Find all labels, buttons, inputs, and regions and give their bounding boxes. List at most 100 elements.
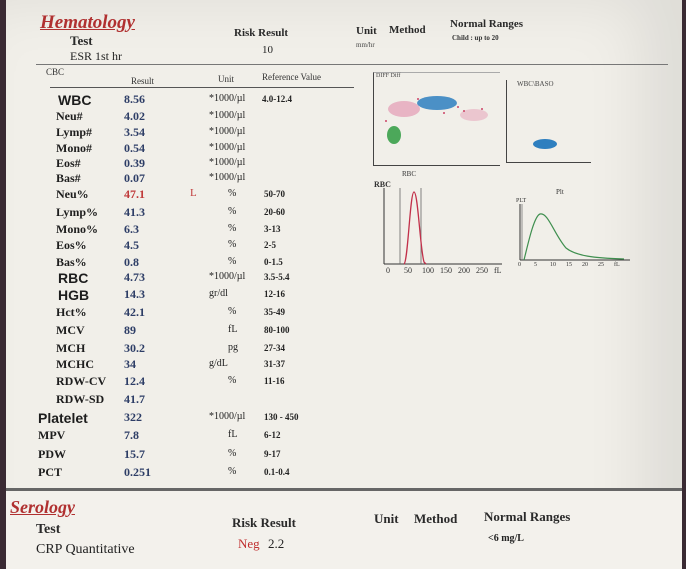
- cbc-row-result: 7.8: [124, 428, 139, 442]
- cbc-row-reference: 11-16: [264, 376, 285, 386]
- cbc-row-result: 0.07: [124, 171, 145, 185]
- cbc-row-result: 322: [124, 410, 142, 424]
- risk-result-header: Risk Result: [234, 27, 289, 39]
- cbc-row-reference: 130 - 450: [264, 412, 299, 422]
- cbc-row-reference: 27-34: [264, 343, 285, 353]
- serology-section: Serology Test CRP Quantitative Risk Resu…: [6, 488, 682, 569]
- plt-graph-title: Plt: [556, 188, 564, 196]
- cbc-row-result: 41.3: [124, 205, 145, 219]
- axis-tick-label: fL: [614, 262, 620, 268]
- cbc-row-result: 6.3: [124, 222, 139, 236]
- test-header: Test: [70, 33, 93, 48]
- serology-risk-header: Risk Result: [232, 515, 296, 530]
- cbc-row-result: 12.4: [124, 374, 145, 388]
- diff-eos-points: [385, 98, 483, 122]
- rbc-graph-side-label: RBC: [374, 180, 391, 189]
- hematology-title: Hematology: [40, 12, 135, 33]
- cbc-row-result: 15.7: [124, 447, 145, 461]
- axis-tick-label: 100: [422, 266, 434, 275]
- cbc-row-result: 41.7: [124, 392, 145, 406]
- normal-ranges-header: Normal Ranges: [450, 18, 524, 30]
- esr-range: Child : up to 20: [452, 34, 499, 42]
- esr-result: 10: [262, 44, 273, 56]
- cbc-row-result: 14.3: [124, 287, 145, 301]
- cbc-row-result: 0.251: [124, 465, 151, 479]
- cbc-row-reference: 3-13: [264, 224, 281, 234]
- axis-tick-label: 150: [440, 266, 452, 275]
- cbc-label: CBC: [46, 67, 65, 77]
- cbc-row-name: HGB: [58, 287, 90, 303]
- unit-header: Unit: [356, 25, 377, 37]
- cbc-row-name: MPV: [38, 428, 66, 442]
- cbc-row-unit: *1000/µl: [209, 157, 246, 168]
- cbc-row-flag: L: [190, 187, 197, 199]
- cbc-row-name: MCHC: [56, 357, 94, 371]
- crp-test-name: CRP Quantitative: [36, 542, 135, 557]
- cbc-row-result: 89: [124, 323, 136, 337]
- cbc-row-reference: 0.1-0.4: [264, 467, 290, 477]
- crp-range: <6 mg/L: [488, 533, 524, 544]
- axis-tick-label: 250: [476, 266, 488, 275]
- cbc-row-name: PCT: [38, 465, 62, 479]
- cbc-row-unit: *1000/µl: [209, 142, 246, 153]
- esr-unit: mm/hr: [356, 41, 375, 49]
- serology-normal-header: Normal Ranges: [484, 509, 571, 524]
- cbc-row-result: 8.56: [124, 92, 145, 106]
- cbc-row-name: WBC: [58, 92, 92, 108]
- cbc-row-name: Lymp#: [56, 125, 93, 139]
- method-header: Method: [389, 24, 426, 36]
- rbc-histogram: [376, 188, 504, 268]
- axis-tick-label: 50: [404, 266, 412, 275]
- cbc-row-unit: %: [228, 448, 237, 459]
- axis-tick-label: 0: [518, 262, 521, 268]
- cbc-row-reference: 35-49: [264, 307, 285, 317]
- baso-cluster: [533, 139, 557, 149]
- cbc-row-reference: 6-12: [264, 430, 281, 440]
- cbc-row-name: Lymp%: [56, 205, 99, 219]
- cbc-row-unit: %: [228, 239, 237, 250]
- cbc-row-name: RDW-CV: [56, 374, 107, 388]
- cbc-row-unit: %: [228, 306, 237, 317]
- cbc-row-result: 3.54: [124, 125, 145, 139]
- axis-tick-label: 0: [386, 266, 390, 275]
- cbc-row-unit: *1000/µl: [209, 93, 246, 104]
- cbc-row-unit: *1000/µl: [209, 172, 246, 183]
- cbc-row-reference: 9-17: [264, 449, 281, 459]
- cbc-row-reference: 80-100: [264, 325, 290, 335]
- cbc-row-name: RBC: [58, 270, 89, 286]
- esr-test-name: ESR 1st hr: [70, 49, 123, 63]
- cbc-row-name: Mono#: [56, 141, 92, 155]
- cbc-row-unit: *1000/µl: [209, 271, 246, 282]
- cbc-row-unit: gr/dl: [209, 288, 228, 299]
- cbc-row-unit: %: [228, 375, 237, 386]
- axis-tick-label: 200: [458, 266, 470, 275]
- cbc-row-reference: 31-37: [264, 359, 285, 369]
- reference-subheader: Reference Value: [262, 72, 322, 82]
- cbc-row-reference: 4.0-12.4: [262, 94, 292, 104]
- cbc-row-result: 4.02: [124, 109, 145, 123]
- result-subheader: Result: [131, 76, 155, 86]
- plt-graph-side-label: PLT: [516, 198, 527, 204]
- cbc-row-name: Platelet: [38, 410, 88, 426]
- cbc-row-unit: *1000/µl: [209, 411, 246, 422]
- cbc-row-name: Neu#: [56, 109, 83, 123]
- axis-tick-label: 25: [598, 262, 604, 268]
- diff-lymph-cluster: [417, 96, 457, 110]
- cbc-row-unit: %: [228, 466, 237, 477]
- cbc-row-name: Mono%: [56, 222, 98, 236]
- cbc-row-unit: %: [228, 206, 237, 217]
- cbc-row-unit: g/dL: [209, 358, 228, 369]
- rbc-axis-ticks: 0 50 100 150 200 250 fL: [386, 266, 516, 278]
- axis-tick-label: 5: [534, 262, 537, 268]
- crp-flag: Neg: [238, 536, 260, 551]
- cbc-row-result: 47.1: [124, 187, 145, 201]
- cbc-row-unit: *1000/µl: [209, 126, 246, 137]
- cbc-row-unit: %: [228, 223, 237, 234]
- cbc-row-name: Bas#: [56, 171, 81, 185]
- cbc-row-result: 34: [124, 357, 136, 371]
- cbc-row-unit: %: [228, 256, 237, 267]
- cbc-row-name: MCV: [56, 323, 85, 337]
- cbc-row-name: Eos%: [56, 238, 87, 252]
- cbc-row-result: 4.73: [124, 270, 145, 284]
- cbc-row-result: 42.1: [124, 305, 145, 319]
